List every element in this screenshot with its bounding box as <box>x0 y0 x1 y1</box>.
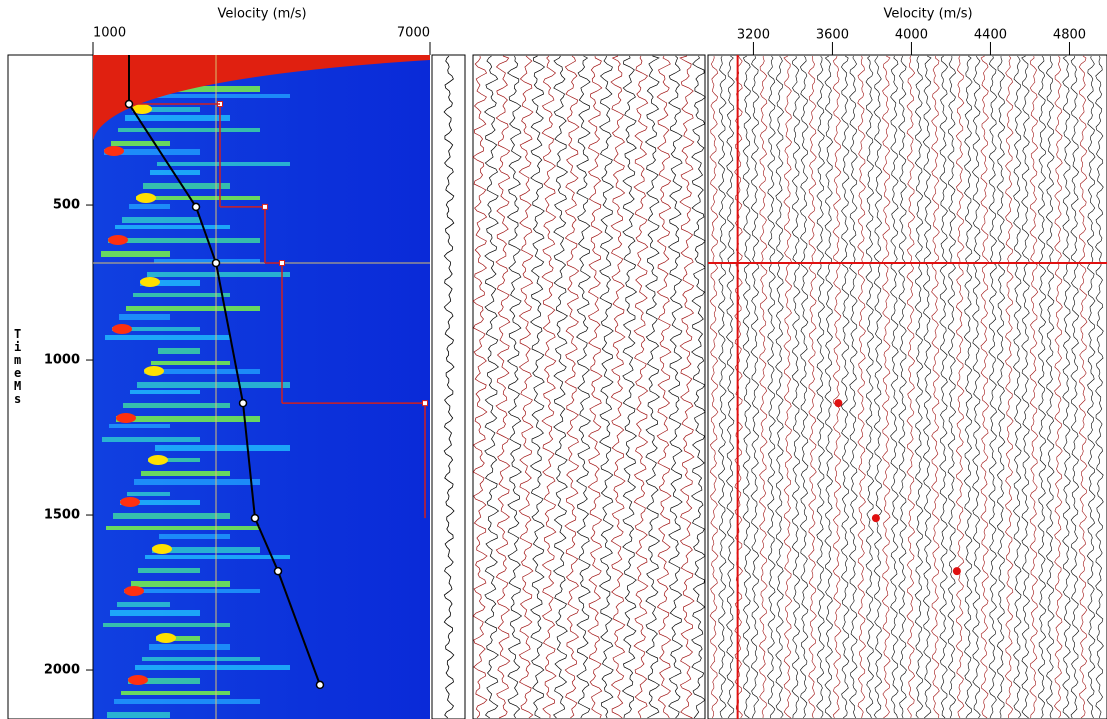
x-tick-label: 4800 <box>1053 28 1086 43</box>
semblance-band <box>105 335 230 340</box>
semblance-band <box>143 183 230 189</box>
semblance-blob <box>108 235 128 245</box>
gather-panel <box>473 55 705 719</box>
semblance-band <box>107 712 170 718</box>
x-tick-label: 4400 <box>974 28 1007 43</box>
semblance-band <box>106 526 260 530</box>
semblance-band <box>121 691 230 695</box>
semblance-blob <box>124 586 144 596</box>
interval-node <box>423 401 428 406</box>
semblance-band <box>118 128 260 132</box>
semblance-blob <box>120 497 140 507</box>
semblance-band <box>103 623 230 627</box>
y-axis-label: Time Ms <box>14 328 24 406</box>
pick <box>213 260 220 267</box>
x-tick-label: 1000 <box>93 26 126 41</box>
semblance-band <box>131 581 230 587</box>
semblance-band <box>102 437 200 442</box>
semblance-band <box>129 204 170 209</box>
stack-pick <box>872 514 880 522</box>
semblance-blob <box>140 277 160 287</box>
semblance-band <box>115 225 230 229</box>
semblance-band <box>151 361 230 365</box>
semblance-blob <box>104 146 124 156</box>
semblance-band <box>119 314 170 320</box>
semblance-band <box>142 657 260 661</box>
x-tick-label: 7000 <box>397 26 430 41</box>
semblance-band <box>158 348 200 354</box>
semblance-band <box>109 424 170 428</box>
velocity-analysis: Velocity (m/s) Velocity (m/s) 1000 7000 50… <box>0 0 1107 719</box>
pick <box>275 568 282 575</box>
pick <box>316 681 323 688</box>
semblance-band <box>117 602 170 607</box>
semblance-band <box>159 534 230 539</box>
page: Velocity (m/s) Velocity (m/s) 1000 7000 50… <box>0 0 1107 719</box>
semblance-band <box>145 555 290 559</box>
semblance-band <box>137 382 290 388</box>
semblance-blob <box>116 413 136 423</box>
pick <box>193 203 200 210</box>
x-tick-label: 3200 <box>737 28 770 43</box>
x-tick-label: 3600 <box>816 28 849 43</box>
semblance-band <box>126 306 260 311</box>
semblance-band <box>108 238 260 243</box>
semblance-blob <box>136 193 156 203</box>
pick <box>251 515 258 522</box>
semblance-band <box>130 390 200 394</box>
semblance-blob <box>112 324 132 334</box>
semblance-blob <box>128 675 148 685</box>
semblance-band <box>124 589 260 593</box>
semblance-blob <box>156 633 176 643</box>
semblance-band <box>101 251 170 257</box>
semblance-band <box>111 141 170 146</box>
x-axis-label: Velocity (m/s) <box>217 7 306 22</box>
semblance-band <box>154 259 260 263</box>
semblance-band <box>110 610 200 616</box>
semblance-band <box>113 513 230 519</box>
semblance-band <box>116 416 260 422</box>
semblance-band <box>133 293 230 297</box>
semblance-band <box>125 115 230 121</box>
semblance-blob <box>148 455 168 465</box>
semblance-band <box>127 492 170 496</box>
semblance-band <box>155 445 290 451</box>
x-tick-label: 4000 <box>895 28 928 43</box>
y-tick-label: 500 <box>53 198 80 213</box>
y-tick-label: 2000 <box>44 663 80 678</box>
semblance-band <box>141 471 230 476</box>
semblance-band <box>123 403 230 408</box>
semblance-band <box>157 162 290 166</box>
stack-pick <box>953 567 961 575</box>
interval-node <box>280 261 285 266</box>
x-axis-label: Velocity (m/s) <box>883 7 972 22</box>
semblance-band <box>135 665 290 670</box>
semblance-blob <box>152 544 172 554</box>
semblance-band <box>114 699 260 704</box>
stack-pick <box>834 399 842 407</box>
velocity-stack-panel <box>708 55 1107 719</box>
pick <box>126 100 133 107</box>
interval-node <box>262 204 267 209</box>
pick <box>240 400 247 407</box>
semblance-band <box>134 479 260 485</box>
semblance-band <box>149 644 230 650</box>
semblance-band <box>138 568 200 573</box>
semblance-band <box>122 217 200 223</box>
y-tick-label: 1000 <box>44 353 80 368</box>
semblance-blob <box>144 366 164 376</box>
y-tick-label: 1500 <box>44 508 80 523</box>
